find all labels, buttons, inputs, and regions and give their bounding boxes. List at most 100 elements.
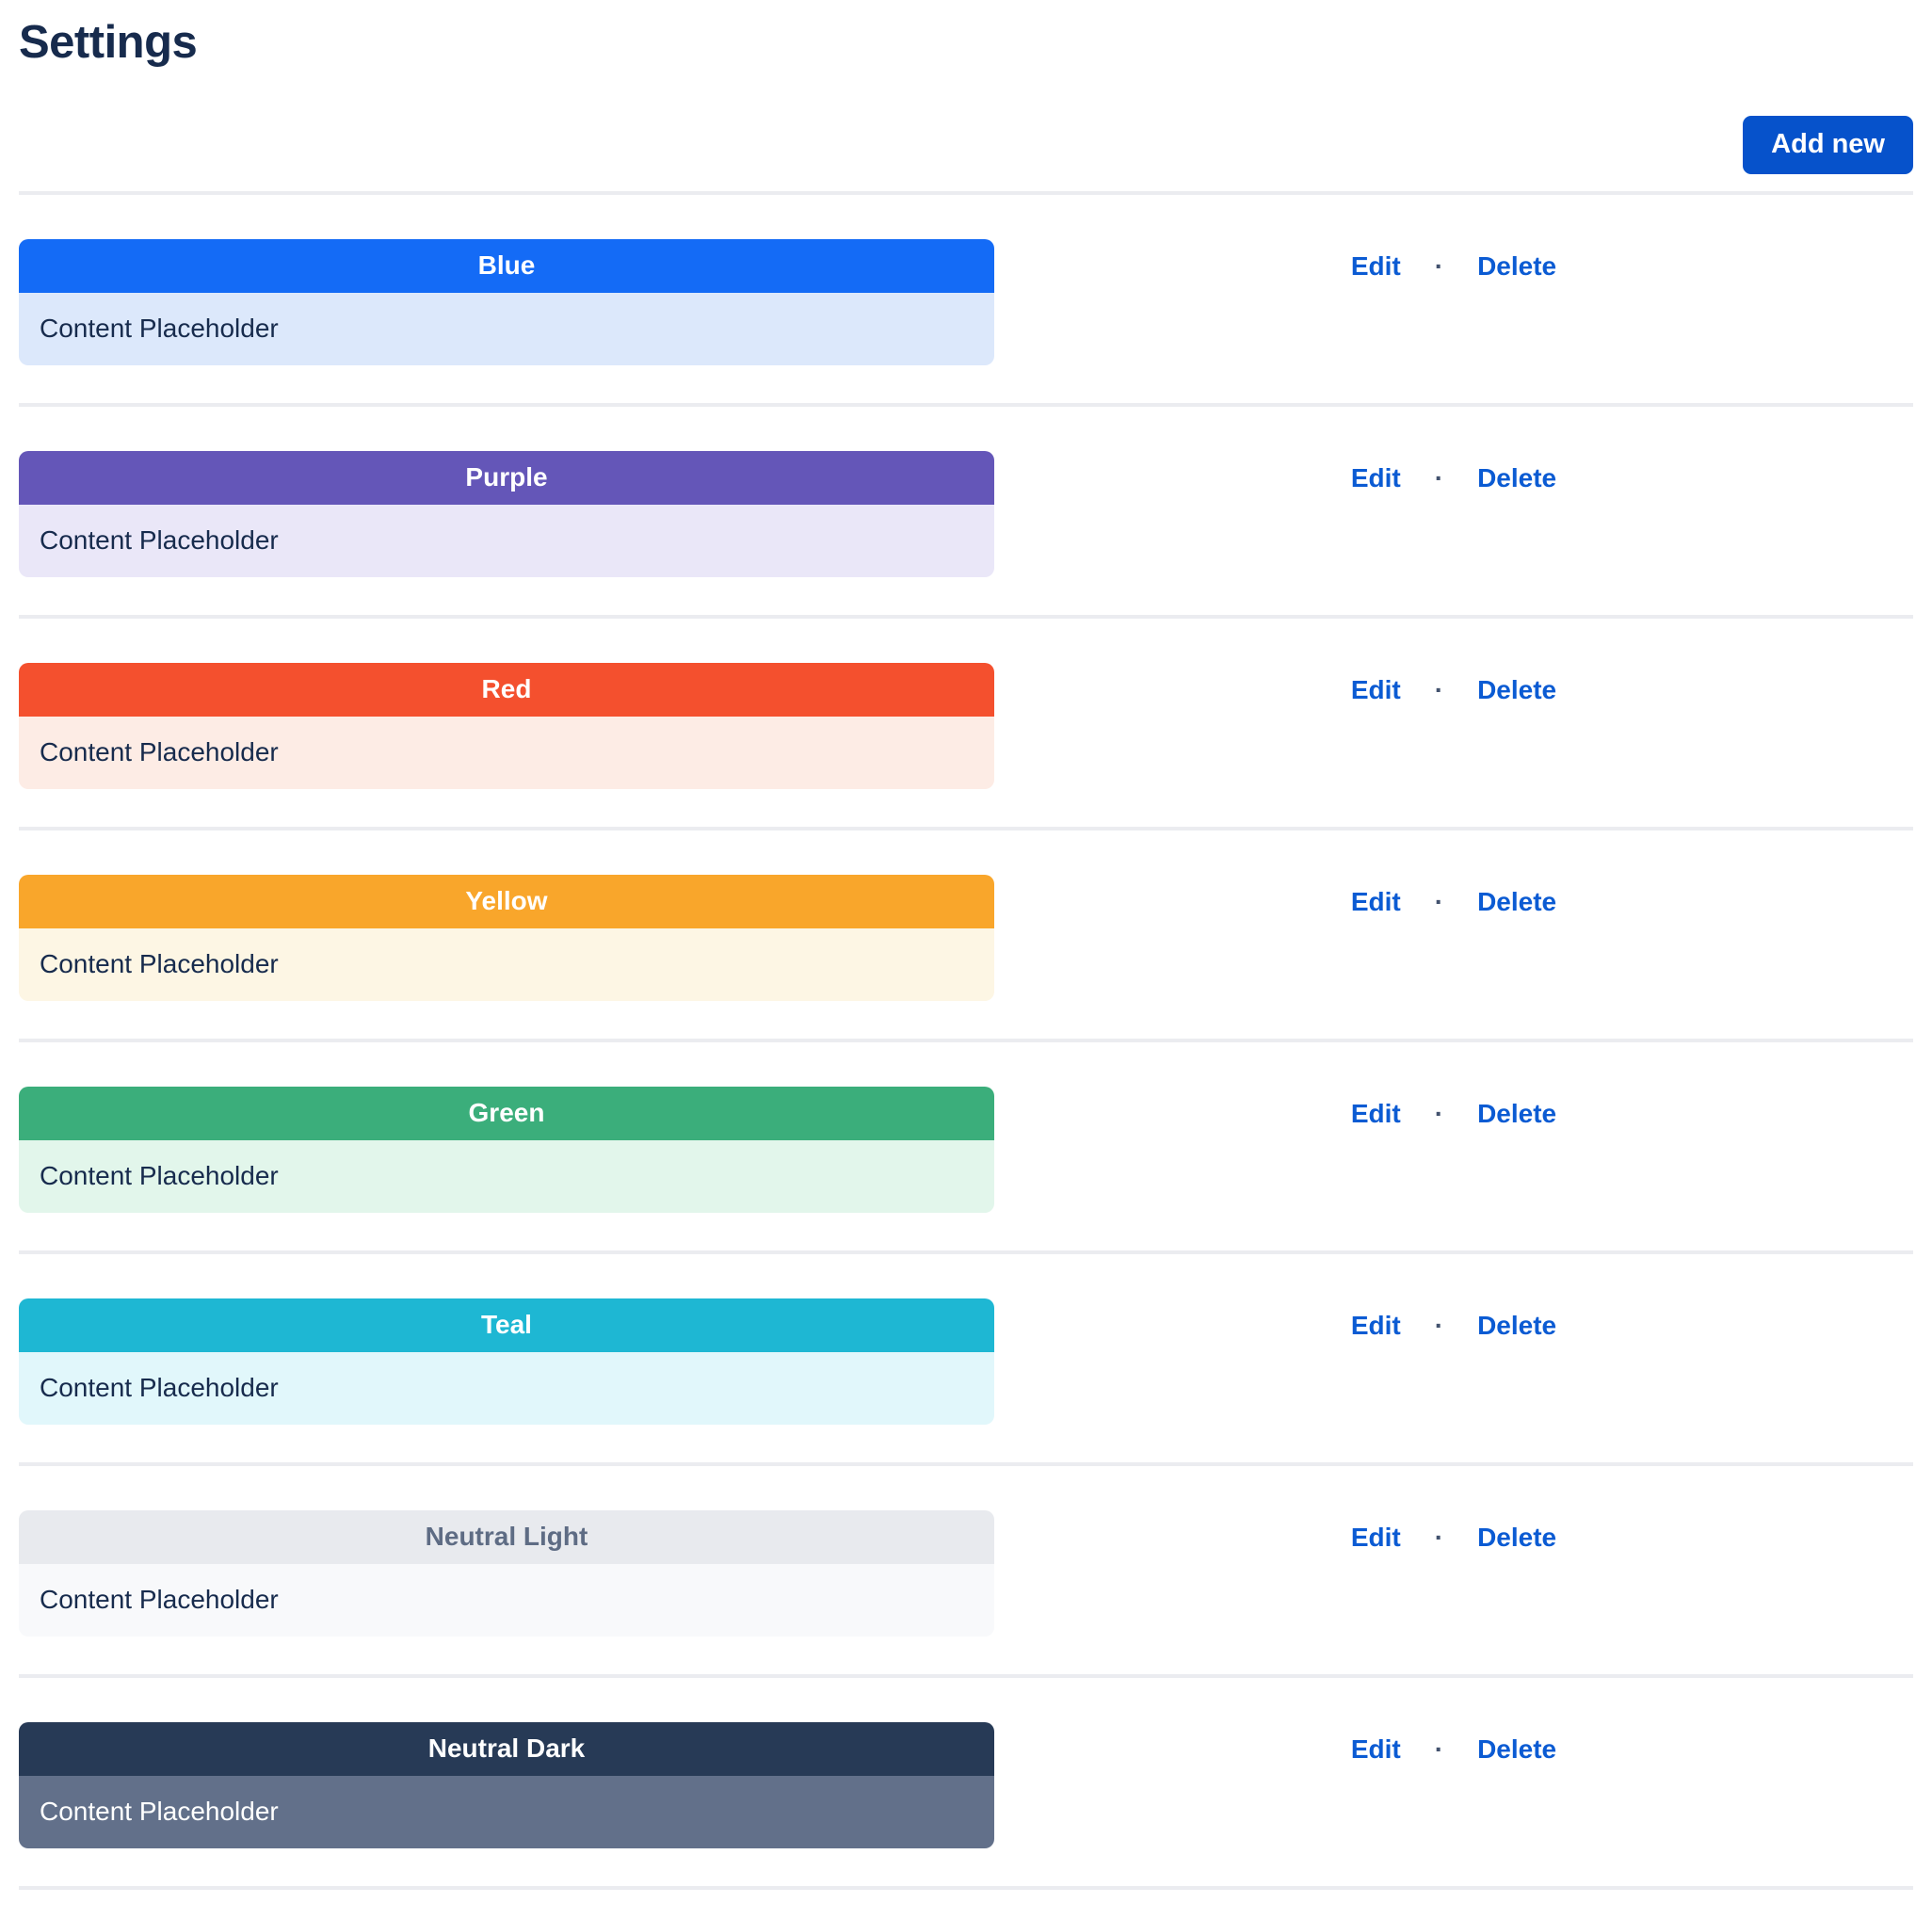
card-header: Neutral Light (19, 1509, 994, 1564)
section-row: Yellow Content Placeholder Edit · Delete (19, 874, 1913, 1001)
section-row: Green Content Placeholder Edit · Delete (19, 1086, 1913, 1213)
card-header: Red (19, 662, 994, 717)
card-content-text: Content Placeholder (40, 314, 279, 344)
card-header: Purple (19, 450, 994, 505)
card-content-text: Content Placeholder (40, 1161, 279, 1191)
section-divider (19, 1885, 1913, 1890)
dot-separator: · (1434, 250, 1444, 281)
section-divider (19, 1038, 1913, 1042)
card-title-label: Yellow (465, 886, 548, 916)
card-header: Teal (19, 1298, 994, 1352)
card-content-text: Content Placeholder (40, 1797, 279, 1827)
toolbar: Add new (19, 115, 1913, 174)
row-actions: Edit · Delete (994, 1510, 1913, 1637)
edit-link[interactable]: Edit (1350, 886, 1401, 916)
dot-separator: · (1434, 674, 1444, 704)
dot-separator: · (1434, 1522, 1444, 1552)
settings-section: Green Content Placeholder Edit · Delete (19, 1086, 1913, 1254)
delete-link[interactable]: Delete (1477, 1098, 1557, 1128)
card-title-label: Neutral Light (425, 1522, 588, 1552)
card-content-text: Content Placeholder (40, 525, 279, 556)
card-content-text: Content Placeholder (40, 737, 279, 767)
card-body: Content Placeholder (19, 1139, 994, 1213)
row-actions: Edit · Delete (994, 1087, 1913, 1213)
color-card: Neutral Dark Content Placeholder (19, 1721, 994, 1848)
card-content-text: Content Placeholder (40, 1585, 279, 1615)
settings-section: Neutral Light Content Placeholder Edit ·… (19, 1509, 1913, 1678)
edit-link[interactable]: Edit (1350, 250, 1401, 281)
sections-list: Blue Content Placeholder Edit · Delete P… (19, 238, 1913, 1890)
dot-separator: · (1434, 886, 1444, 916)
card-body: Content Placeholder (19, 504, 994, 577)
row-actions: Edit · Delete (994, 1298, 1913, 1425)
section-divider (19, 1250, 1913, 1254)
color-card: Neutral Light Content Placeholder (19, 1509, 994, 1637)
delete-link[interactable]: Delete (1477, 886, 1557, 916)
section-row: Red Content Placeholder Edit · Delete (19, 662, 1913, 789)
delete-link[interactable]: Delete (1477, 1734, 1557, 1764)
card-title-label: Purple (465, 462, 548, 492)
section-row: Purple Content Placeholder Edit · Delete (19, 450, 1913, 577)
dot-separator: · (1434, 1734, 1444, 1764)
card-title-label: Blue (477, 250, 536, 281)
settings-section: Yellow Content Placeholder Edit · Delete (19, 874, 1913, 1042)
dot-separator: · (1434, 1098, 1444, 1128)
settings-section: Teal Content Placeholder Edit · Delete (19, 1298, 1913, 1466)
section-row: Blue Content Placeholder Edit · Delete (19, 238, 1913, 365)
row-actions: Edit · Delete (994, 1722, 1913, 1848)
card-title-label: Green (468, 1098, 545, 1128)
color-card: Teal Content Placeholder (19, 1298, 994, 1425)
header-divider (19, 190, 1913, 195)
color-card: Yellow Content Placeholder (19, 874, 994, 1001)
settings-section: Purple Content Placeholder Edit · Delete (19, 450, 1913, 619)
delete-link[interactable]: Delete (1477, 674, 1557, 704)
card-title-label: Neutral Dark (427, 1734, 586, 1764)
dot-separator: · (1434, 1310, 1444, 1340)
section-divider (19, 614, 1913, 619)
row-actions: Edit · Delete (994, 239, 1913, 365)
row-actions: Edit · Delete (994, 451, 1913, 577)
delete-link[interactable]: Delete (1477, 250, 1557, 281)
row-actions: Edit · Delete (994, 875, 1913, 1001)
card-body: Content Placeholder (19, 292, 994, 365)
card-body: Content Placeholder (19, 1351, 994, 1425)
add-new-button[interactable]: Add new (1743, 115, 1913, 174)
card-body: Content Placeholder (19, 716, 994, 789)
card-header: Yellow (19, 874, 994, 928)
settings-section: Blue Content Placeholder Edit · Delete (19, 238, 1913, 407)
delete-link[interactable]: Delete (1477, 462, 1557, 492)
card-header: Neutral Dark (19, 1721, 994, 1776)
color-card: Purple Content Placeholder (19, 450, 994, 577)
color-card: Red Content Placeholder (19, 662, 994, 789)
card-title-label: Teal (481, 1310, 532, 1340)
delete-link[interactable]: Delete (1477, 1522, 1557, 1552)
page-title: Settings (19, 17, 198, 68)
card-body: Content Placeholder (19, 1563, 994, 1637)
card-content-text: Content Placeholder (40, 1373, 279, 1403)
edit-link[interactable]: Edit (1350, 1098, 1401, 1128)
edit-link[interactable]: Edit (1350, 1310, 1401, 1340)
color-card: Green Content Placeholder (19, 1086, 994, 1213)
section-divider (19, 402, 1913, 407)
card-body: Content Placeholder (19, 1775, 994, 1848)
section-divider (19, 826, 1913, 830)
section-divider (19, 1461, 1913, 1466)
card-content-text: Content Placeholder (40, 949, 279, 979)
edit-link[interactable]: Edit (1350, 462, 1401, 492)
edit-link[interactable]: Edit (1350, 1522, 1401, 1552)
card-header: Blue (19, 238, 994, 293)
card-body: Content Placeholder (19, 927, 994, 1001)
section-row: Teal Content Placeholder Edit · Delete (19, 1298, 1913, 1425)
section-divider (19, 1673, 1913, 1678)
card-header: Green (19, 1086, 994, 1140)
section-row: Neutral Light Content Placeholder Edit ·… (19, 1509, 1913, 1637)
settings-section: Neutral Dark Content Placeholder Edit · … (19, 1721, 1913, 1890)
delete-link[interactable]: Delete (1477, 1310, 1557, 1340)
edit-link[interactable]: Edit (1350, 674, 1401, 704)
section-row: Neutral Dark Content Placeholder Edit · … (19, 1721, 1913, 1848)
edit-link[interactable]: Edit (1350, 1734, 1401, 1764)
color-card: Blue Content Placeholder (19, 238, 994, 365)
row-actions: Edit · Delete (994, 663, 1913, 789)
dot-separator: · (1434, 462, 1444, 492)
